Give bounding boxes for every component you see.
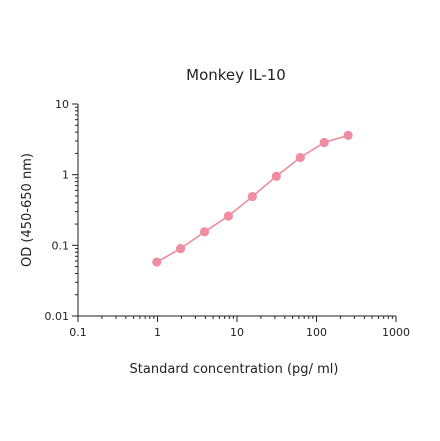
series	[152, 130, 353, 267]
y-axis-ticks: 0.01 0.1 1 10	[45, 98, 78, 323]
data-point	[223, 211, 234, 221]
data-point	[319, 137, 329, 148]
chart-title: Monkey IL-10	[186, 66, 286, 84]
data-point	[247, 191, 257, 202]
data-point	[199, 227, 210, 237]
y-tick-label: 0.01	[45, 310, 70, 323]
data-point	[271, 171, 281, 181]
x-tick-label: 0.1	[69, 326, 87, 339]
x-tick-label: 10	[230, 326, 244, 339]
data-point	[343, 130, 353, 140]
y-axis-label: OD (450-650 nm)	[20, 153, 35, 267]
x-tick-label: 1	[154, 326, 161, 339]
y-tick-label: 10	[55, 98, 69, 111]
data-point	[152, 257, 162, 267]
y-tick-label: 0.1	[52, 239, 70, 252]
x-axis-ticks: 0.1 1 10 100 1000	[69, 316, 410, 339]
data-point	[295, 152, 305, 163]
x-axis-label: Standard concentration (pg/ ml)	[130, 362, 339, 377]
x-tick-label: 1000	[382, 326, 410, 339]
data-point	[175, 243, 186, 254]
y-tick-label: 1	[62, 169, 69, 182]
x-tick-label: 100	[306, 326, 327, 339]
